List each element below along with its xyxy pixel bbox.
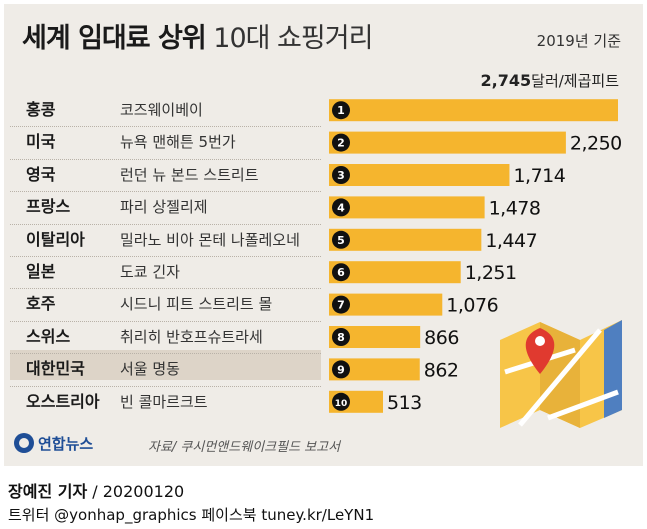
publish-date: / 20200120 xyxy=(92,482,185,501)
rank-badge xyxy=(332,295,350,314)
unit-text: 달러/제곱피트 xyxy=(531,72,619,90)
country-label: 일본 xyxy=(26,262,56,281)
map-illustration xyxy=(500,320,622,428)
rank-badge xyxy=(332,263,350,282)
row-separator xyxy=(10,288,321,290)
value-label: 1,478 xyxy=(489,197,541,219)
row-separator xyxy=(10,256,321,257)
rank-number: 4 xyxy=(337,201,345,214)
year-basis: 2019년 기준 xyxy=(536,32,621,50)
country-label: 영국 xyxy=(26,164,56,184)
chart-title: 세계 임대료 상위 10대 쇼핑거리 xyxy=(22,16,373,55)
street-label: 빈 콜마르크트 xyxy=(120,392,208,411)
row-separator xyxy=(10,320,321,322)
country-label: 홍콩 xyxy=(26,100,56,119)
value-label: 862 xyxy=(424,359,459,381)
value-label: 1,447 xyxy=(485,230,537,252)
rank-number: 3 xyxy=(337,169,345,182)
street-label: 런던 뉴 본드 스트리트 xyxy=(120,165,259,184)
bar xyxy=(329,228,482,251)
bar xyxy=(329,293,443,316)
rank-badge xyxy=(332,198,350,217)
yonhap-logo: 연합뉴스 xyxy=(14,430,93,456)
source-note: 자료/ 쿠시먼앤드웨이크필드 보고서 xyxy=(148,440,341,455)
country-label: 이탈리아 xyxy=(26,229,85,249)
social-links: 트위터 @yonhap_graphics 페이스북 tuney.kr/LeYN1 xyxy=(8,506,375,524)
street-label: 코즈웨이베이 xyxy=(120,101,203,119)
unit-label: 2,745달러/제곱피트 xyxy=(481,70,619,91)
rank-badge xyxy=(332,166,350,184)
bar xyxy=(329,99,618,122)
map-pin-dot xyxy=(535,336,545,346)
rank-number: 2 xyxy=(337,137,345,150)
rank-number: 6 xyxy=(337,266,345,279)
country-label: 대한민국 xyxy=(26,359,85,379)
street-label: 도쿄 긴자 xyxy=(120,263,180,281)
yonhap-logo-icon xyxy=(14,433,34,453)
country-label: 스위스 xyxy=(26,326,71,346)
street-label: 밀라노 비아 몬테 나폴레오네 xyxy=(120,230,300,249)
row-separator xyxy=(10,223,321,225)
value-label: 513 xyxy=(387,392,422,414)
value-label: 2,250 xyxy=(570,133,622,155)
country-label: 미국 xyxy=(26,132,56,152)
value-label: 1,714 xyxy=(513,165,565,187)
street-label: 시드니 피트 스트리트 몰 xyxy=(120,295,273,314)
rank-badge xyxy=(332,360,350,379)
title-sub: 10대 쇼핑거리 xyxy=(213,23,373,54)
reporter-name: 장예진 기자 xyxy=(8,482,88,501)
map-pin-icon xyxy=(525,328,555,374)
rank-badge xyxy=(332,328,350,346)
bar xyxy=(329,196,485,219)
value-label: 1,076 xyxy=(446,295,498,317)
rank-number: 5 xyxy=(337,234,345,247)
bar xyxy=(329,261,461,284)
bar xyxy=(329,326,421,348)
bar xyxy=(329,358,420,381)
street-label: 서울 명동 xyxy=(120,360,180,379)
rank-badge xyxy=(332,101,350,120)
rank-number: 8 xyxy=(337,331,345,344)
country-label: 오스트리아 xyxy=(26,391,100,411)
top-value-label: 2,745 xyxy=(480,71,532,90)
value-label: 1,251 xyxy=(465,262,517,284)
row-separator xyxy=(10,353,321,355)
rank-number: 1 xyxy=(337,104,345,117)
row-separator xyxy=(10,191,321,193)
street-label: 뉴욕 맨해튼 5번가 xyxy=(120,133,236,152)
rank-number: 9 xyxy=(337,363,345,376)
street-label: 취리히 반호프슈트라세 xyxy=(120,327,263,346)
map-water xyxy=(604,320,622,418)
rank-badge xyxy=(332,230,350,249)
rank-number: 7 xyxy=(337,299,345,312)
country-label: 프랑스 xyxy=(26,197,71,217)
value-label: 866 xyxy=(424,327,459,349)
bar xyxy=(329,131,566,154)
bar xyxy=(329,164,510,186)
logo-text: 연합뉴스 xyxy=(38,434,94,453)
rank-badge xyxy=(332,133,350,152)
title-main: 세계 임대료 상위 xyxy=(22,23,207,54)
rank-badge xyxy=(332,392,350,411)
street-label: 파리 상젤리제 xyxy=(120,198,208,217)
row-separator xyxy=(10,158,321,160)
highlight-row xyxy=(10,350,321,380)
country-label: 호주 xyxy=(26,294,56,314)
row-separator xyxy=(10,126,321,128)
rank-number: 10 xyxy=(335,399,348,409)
row-separator xyxy=(10,385,321,387)
credit-line: 장예진 기자 / 20200120 xyxy=(8,478,184,502)
